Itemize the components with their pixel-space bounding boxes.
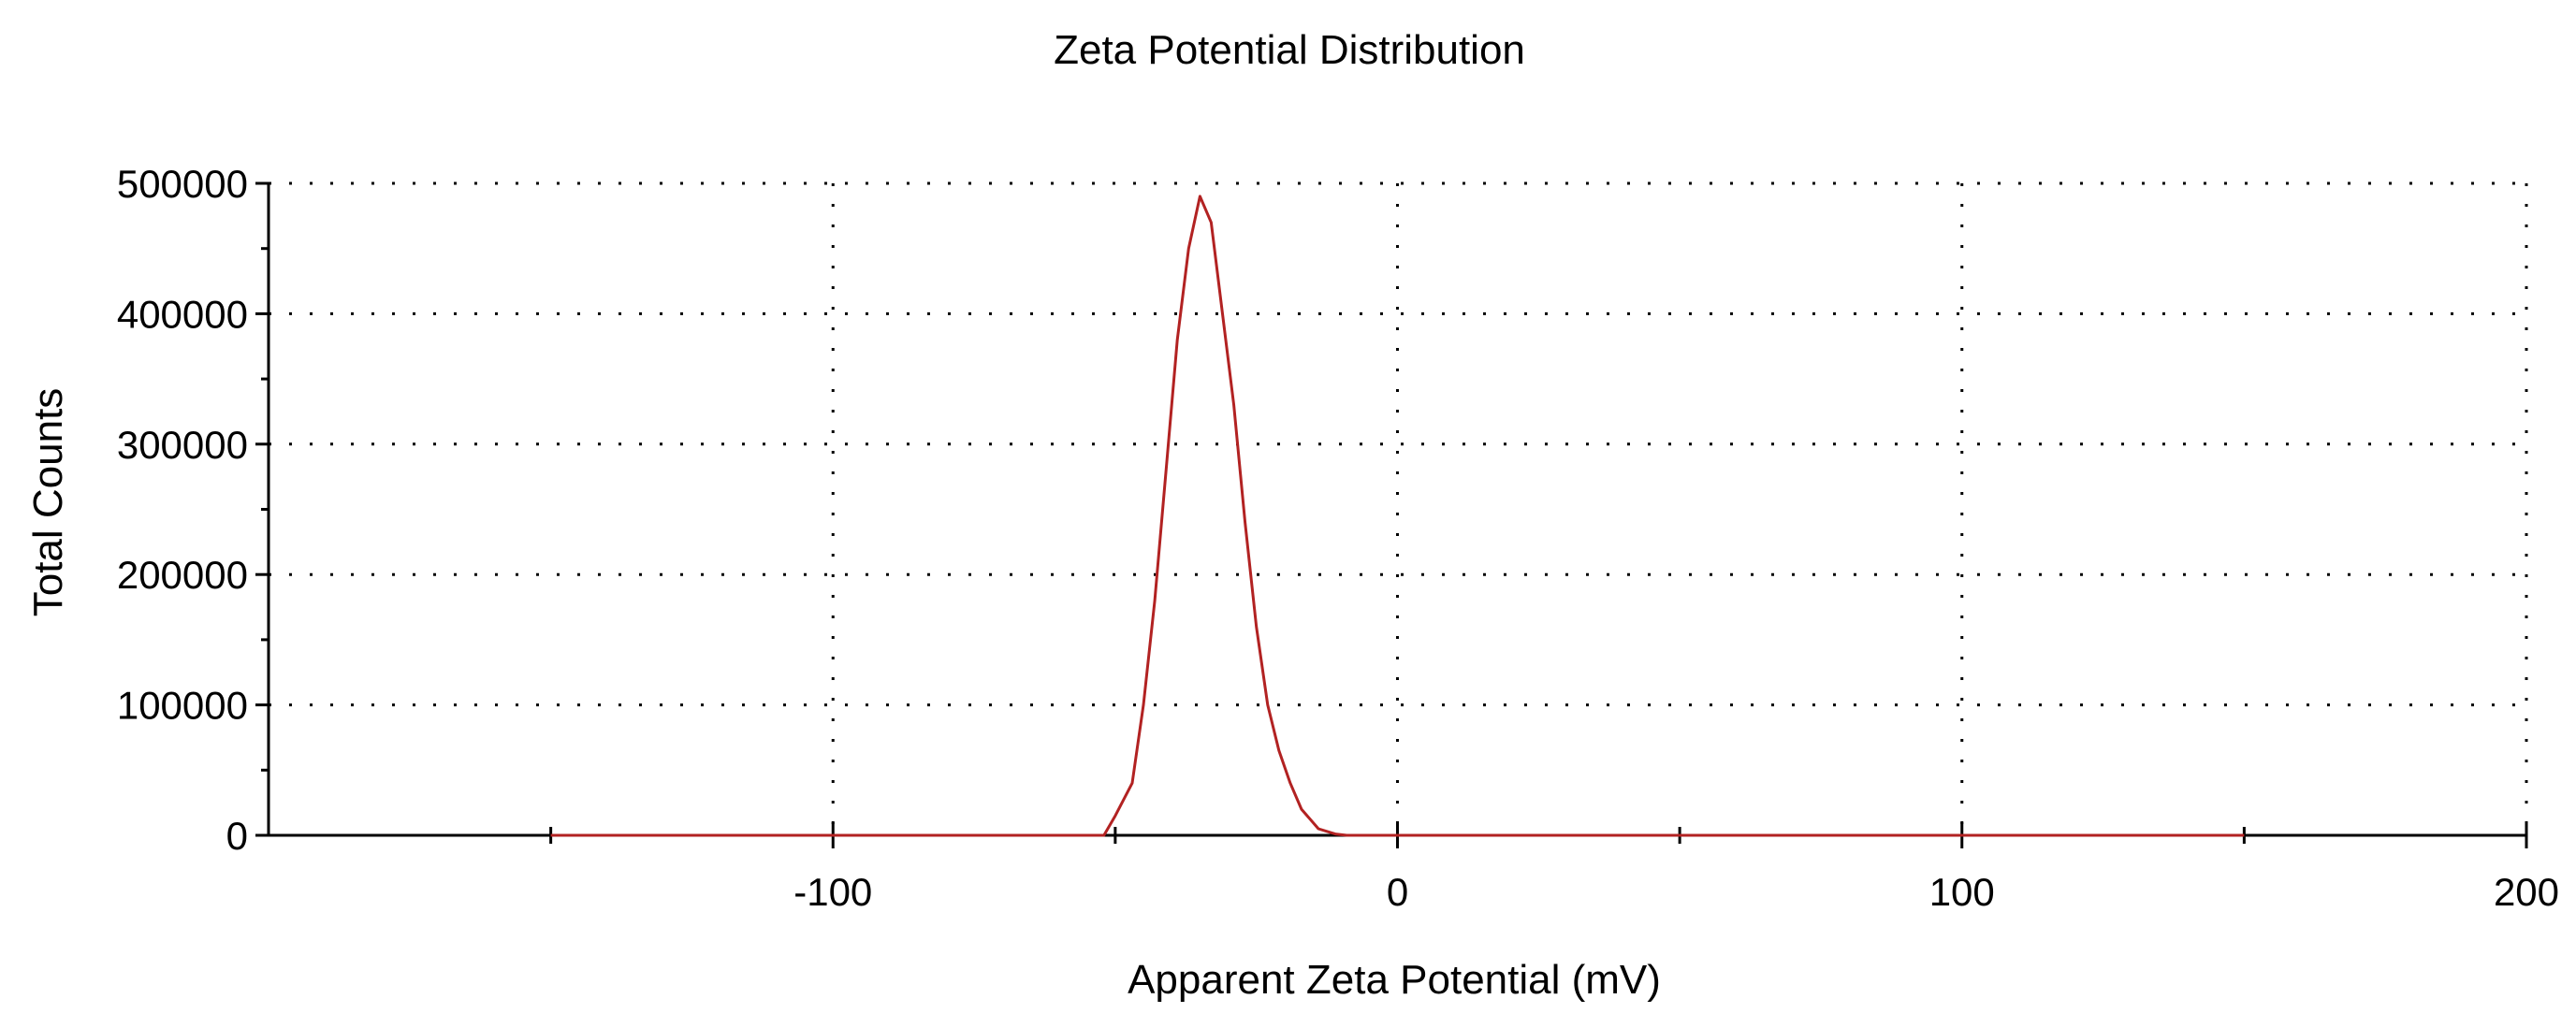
y-tick-label: 200000 (117, 553, 248, 597)
chart-title: Zeta Potential Distribution (1054, 27, 1525, 73)
grid-lines (269, 181, 2528, 835)
y-axis-label: Total Counts (25, 388, 71, 617)
ticks: 0 100000 200000 300000 400000 500000 -100 0 100 2… (117, 162, 2559, 914)
x-tick-label: 200 (2494, 870, 2559, 914)
series-line (550, 195, 2245, 837)
series-layer (550, 195, 2245, 837)
axes (267, 183, 2526, 837)
y-tick-label: 100000 (117, 684, 248, 728)
y-tick-label: 300000 (117, 423, 248, 467)
x-axis-label: Apparent Zeta Potential (mV) (1128, 957, 1661, 1003)
y-tick-label: 400000 (117, 292, 248, 336)
y-tick-label: 0 (226, 814, 248, 858)
x-tick-label: 0 (1387, 870, 1408, 914)
x-tick-label: 100 (1929, 870, 1995, 914)
x-tick-label: -100 (793, 870, 872, 914)
y-tick-label: 500000 (117, 162, 248, 206)
